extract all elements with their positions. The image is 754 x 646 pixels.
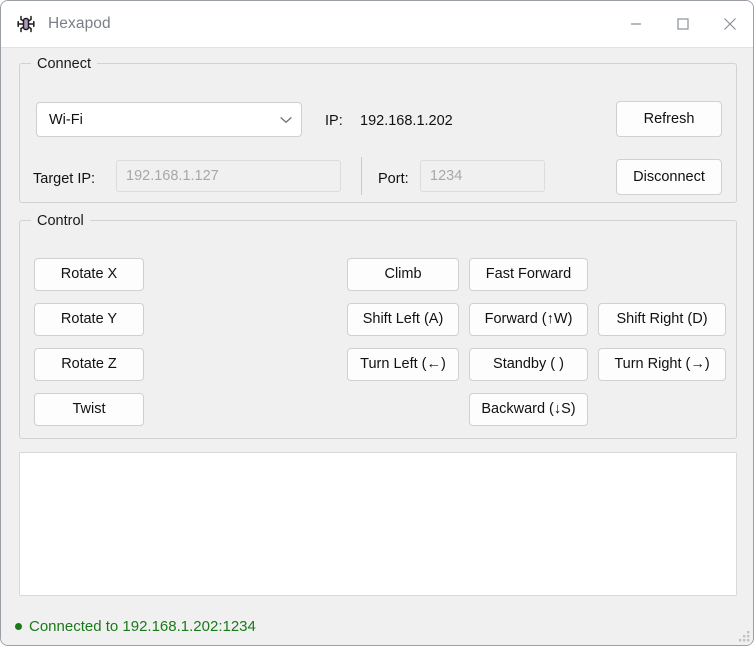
rotate-z-button[interactable]: Rotate Z <box>34 348 144 381</box>
disconnect-button[interactable]: Disconnect <box>616 159 722 195</box>
port-input[interactable] <box>420 160 545 192</box>
ip-label: IP: <box>325 113 343 129</box>
interface-select-value: Wi-Fi <box>49 111 83 128</box>
control-group-title: Control <box>31 211 90 231</box>
target-ip-label: Target IP: <box>33 171 96 187</box>
field-separator <box>361 157 362 195</box>
resize-grip-icon[interactable] <box>737 629 751 643</box>
window-title: Hexapod <box>48 15 111 32</box>
twist-button[interactable]: Twist <box>34 393 144 426</box>
backward-button[interactable]: Backward (↓S) <box>469 393 588 426</box>
target-ip-input[interactable] <box>116 160 341 192</box>
connect-group: Connect Wi-Fi IP: 192.168.1.202 Refresh … <box>19 54 737 203</box>
status-message: Connected to 192.168.1.202:1234 <box>29 618 256 635</box>
shift-left-button[interactable]: Shift Left (A) <box>347 303 459 336</box>
log-output[interactable] <box>19 452 737 596</box>
forward-button[interactable]: Forward (↑W) <box>469 303 588 336</box>
hexapod-bug-icon <box>13 11 39 37</box>
refresh-button[interactable]: Refresh <box>616 101 722 137</box>
port-label: Port: <box>378 171 409 187</box>
interface-select[interactable]: Wi-Fi <box>36 102 302 137</box>
shift-right-button[interactable]: Shift Right (D) <box>598 303 726 336</box>
status-dot-connected <box>15 623 22 630</box>
turn-left-button[interactable]: Turn Left (←) <box>347 348 459 381</box>
turn-right-button[interactable]: Turn Right (→) <box>598 348 726 381</box>
connect-group-title: Connect <box>31 54 98 74</box>
rotate-y-button[interactable]: Rotate Y <box>34 303 144 336</box>
standby-button[interactable]: Standby ( ) <box>469 348 588 381</box>
maximize-icon[interactable] <box>659 1 706 47</box>
chevron-down-icon <box>271 116 301 124</box>
climb-button[interactable]: Climb <box>347 258 459 291</box>
rotate-x-button[interactable]: Rotate X <box>34 258 144 291</box>
control-group: Control Rotate X Rotate Y Rotate Z Twist… <box>19 211 737 439</box>
title-bar: Hexapod <box>1 1 753 48</box>
fast-forward-button[interactable]: Fast Forward <box>469 258 588 291</box>
status-bar: Connected to 192.168.1.202:1234 <box>1 607 753 645</box>
close-icon[interactable] <box>706 1 753 47</box>
ip-value: 192.168.1.202 <box>360 113 453 129</box>
minimize-icon[interactable] <box>612 1 659 47</box>
